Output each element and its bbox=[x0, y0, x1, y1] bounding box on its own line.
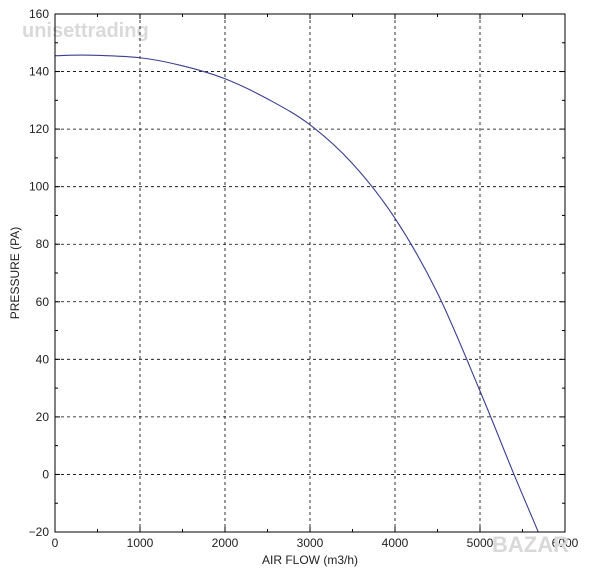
x-tick-label: 6000 bbox=[552, 536, 579, 550]
x-axis-label: AIR FLOW (m3/h) bbox=[262, 553, 358, 567]
y-tick-label: 80 bbox=[36, 237, 50, 251]
y-tick-label: −20 bbox=[29, 525, 50, 539]
watermark-bottom: BAZAR bbox=[492, 532, 569, 557]
y-axis-label: PRESSURE (PA) bbox=[8, 227, 22, 319]
y-tick-label: 40 bbox=[36, 352, 50, 366]
grid bbox=[54, 13, 566, 533]
pressure-curve bbox=[55, 54, 539, 532]
y-tick-label: 0 bbox=[42, 467, 49, 481]
x-tick-label: 2000 bbox=[212, 536, 239, 550]
x-tick-label: 3000 bbox=[297, 536, 324, 550]
y-tick-label: 160 bbox=[29, 7, 49, 21]
y-tick-label: 60 bbox=[36, 295, 50, 309]
x-tick-label: 0 bbox=[52, 536, 59, 550]
y-tick-label: 140 bbox=[29, 65, 49, 79]
x-tick-label: 5000 bbox=[467, 536, 494, 550]
series-layer bbox=[55, 54, 539, 532]
y-tick-label: 120 bbox=[29, 122, 49, 136]
plot-frame bbox=[54, 13, 566, 533]
x-tick-label: 4000 bbox=[382, 536, 409, 550]
watermark-top: unisettrading bbox=[22, 20, 149, 42]
y-tick-label: 20 bbox=[36, 410, 50, 424]
x-tick-label: 1000 bbox=[127, 536, 154, 550]
tick-labels: 0 1000 2000 3000 4000 5000 6000−20020406080100… bbox=[29, 7, 579, 550]
y-tick-label: 100 bbox=[29, 180, 49, 194]
